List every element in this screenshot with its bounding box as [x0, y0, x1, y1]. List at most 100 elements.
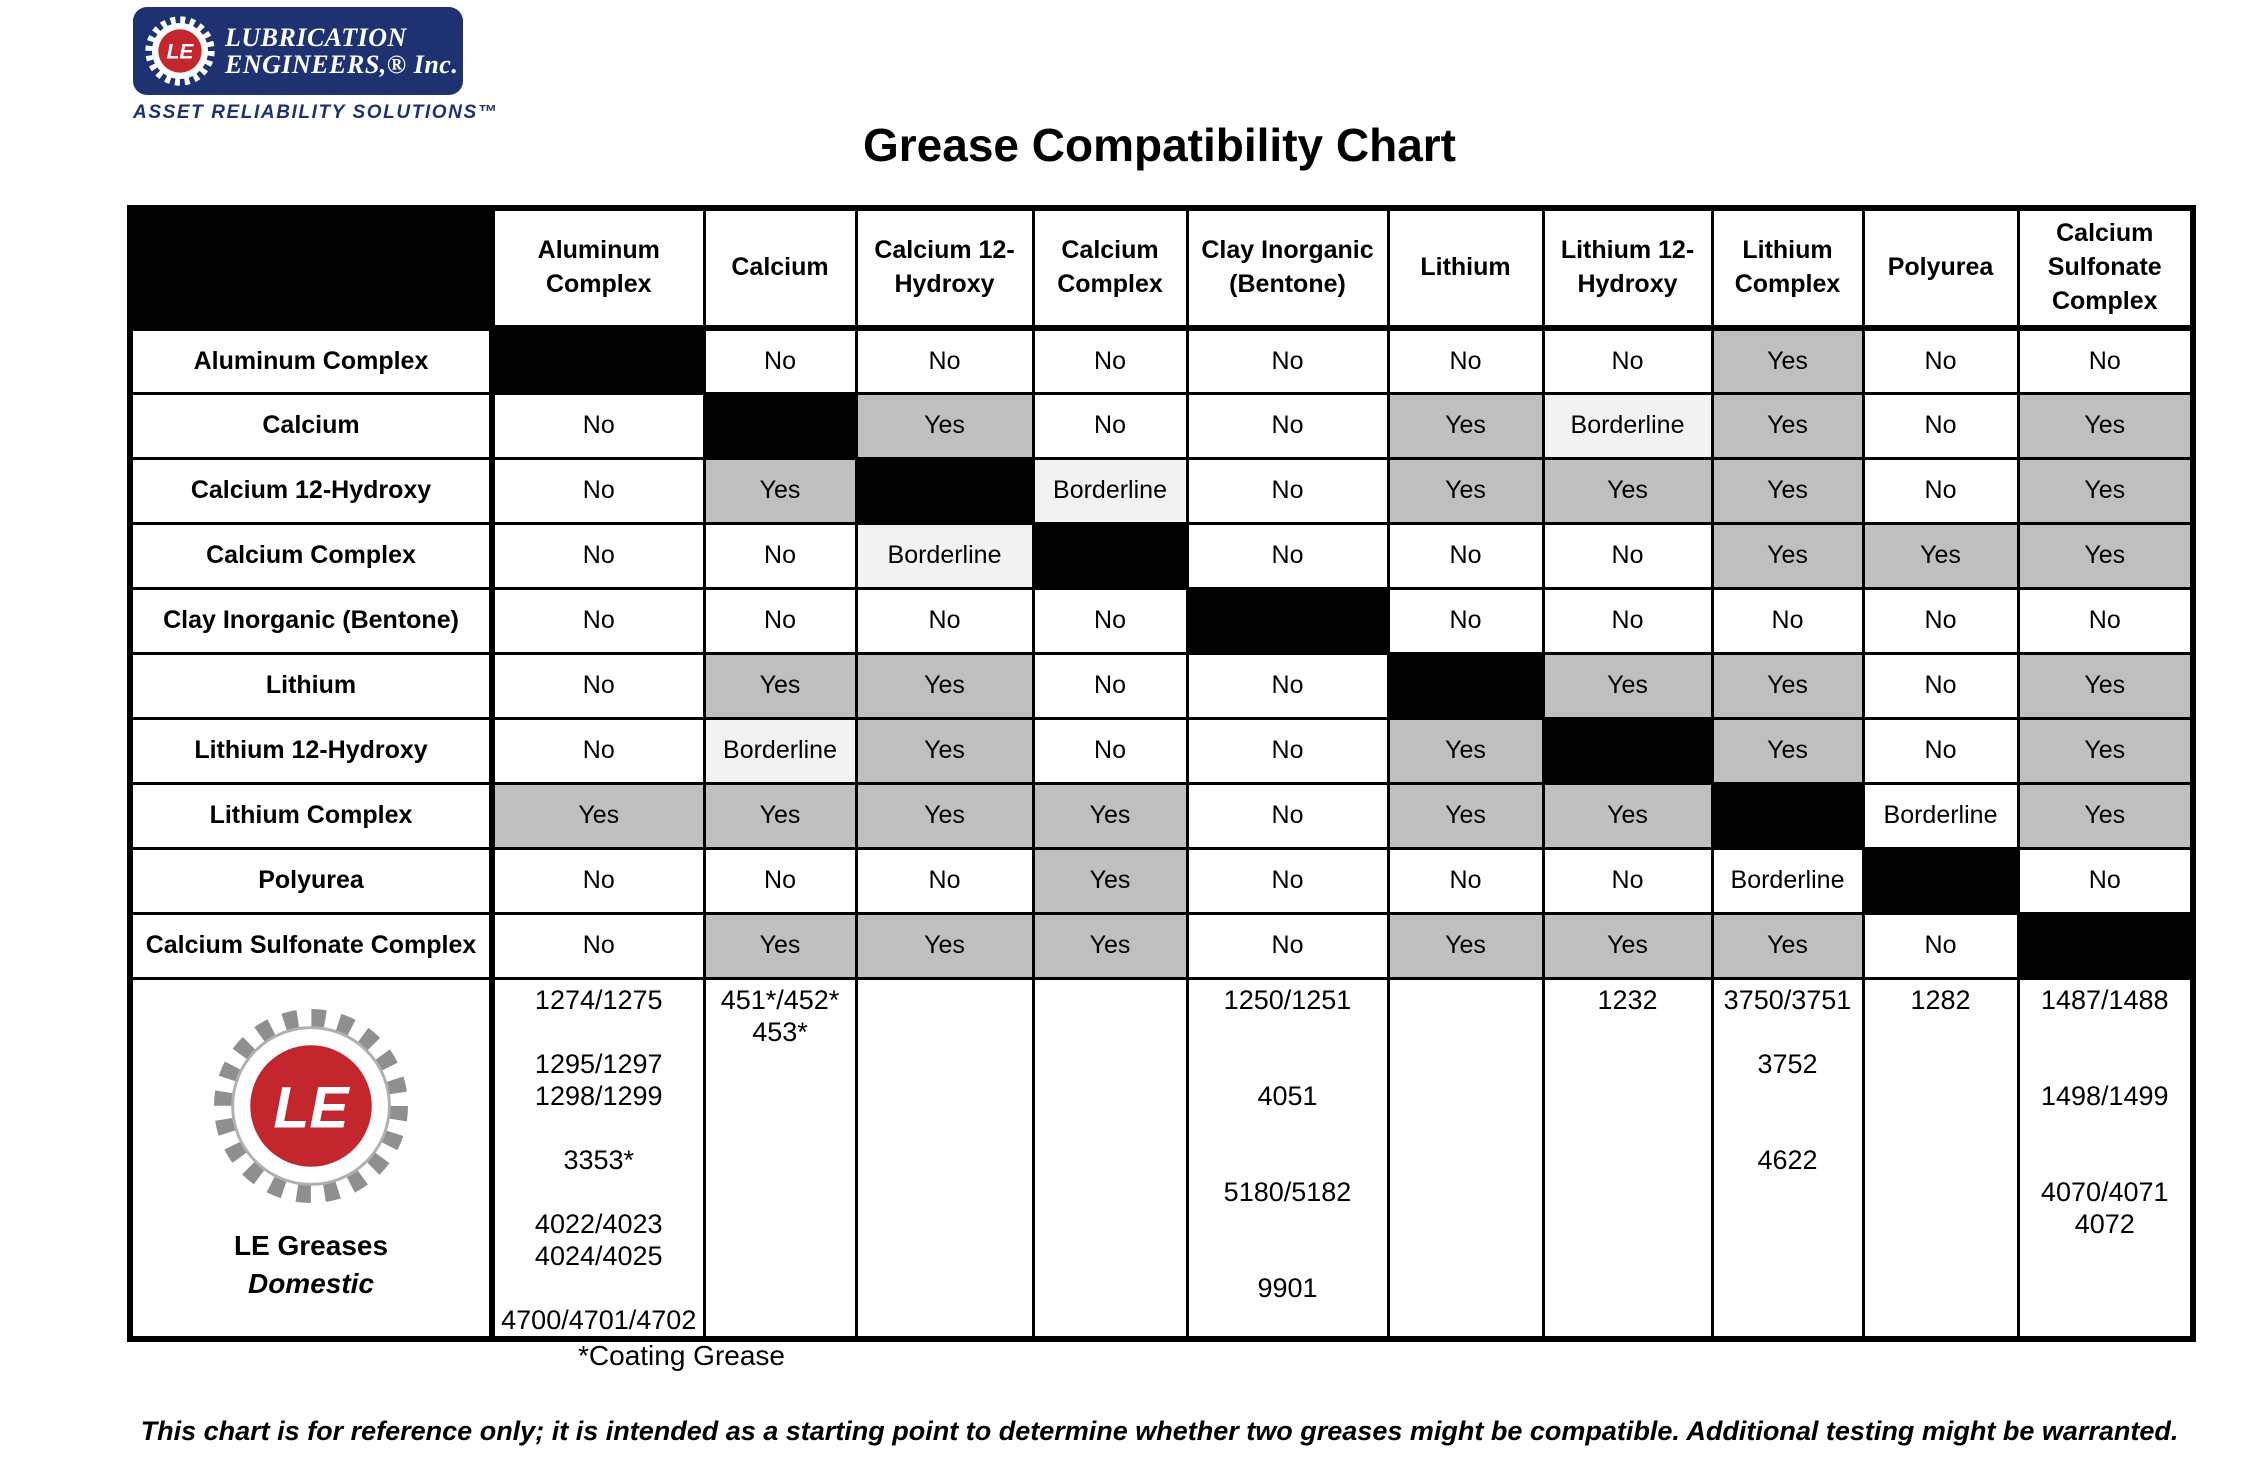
- compat-cell: No: [1541, 521, 1714, 590]
- compat-cell: Borderline: [1541, 391, 1714, 460]
- compat-cell: No: [2016, 326, 2195, 395]
- row-label: Calcium Sulfonate Complex: [128, 911, 495, 980]
- compat-cell: Yes: [702, 911, 858, 980]
- compat-cell: Yes: [1541, 781, 1714, 850]
- compat-cell: Yes: [854, 911, 1035, 980]
- col-header: Calcium Sulfonate Complex: [2016, 206, 2195, 331]
- compat-cell: Yes: [1861, 521, 2020, 590]
- compat-cell: No: [1861, 586, 2020, 655]
- diagonal-cell: [1386, 651, 1545, 720]
- product-line: [495, 1016, 701, 1048]
- compat-cell: No: [1185, 521, 1390, 590]
- compat-cell: Yes: [1710, 521, 1865, 590]
- products-cell: [1031, 976, 1189, 1340]
- compat-cell: Yes: [854, 781, 1035, 850]
- compat-cell: No: [854, 326, 1035, 395]
- col-header: Lithium 12-Hydroxy: [1541, 206, 1714, 331]
- product-line: 3752: [1757, 1048, 1818, 1079]
- compat-cell: No: [1185, 911, 1390, 980]
- coating-grease-footnote: *Coating Grease: [578, 1340, 786, 1371]
- compat-cell: Yes: [1386, 391, 1545, 460]
- product-line: 4022/4023: [534, 1208, 663, 1239]
- compat-cell: No: [1710, 586, 1865, 655]
- row-label: Lithium Complex: [128, 781, 495, 850]
- products-cell: 1250/1251 4051 5180/5182 9901: [1185, 976, 1390, 1340]
- compat-cell: No: [702, 521, 858, 590]
- product-line: 1498/1499: [2040, 1080, 2169, 1111]
- compat-cell: No: [702, 586, 858, 655]
- product-line: [2021, 1144, 2190, 1176]
- compat-cell: Yes: [1541, 911, 1714, 980]
- compat-cell: Yes: [1710, 911, 1865, 980]
- compat-cell: No: [490, 391, 706, 460]
- compat-cell: Yes: [1710, 326, 1865, 395]
- compat-cell: Yes: [1031, 781, 1189, 850]
- compat-cell: Yes: [1031, 846, 1189, 915]
- table-corner-cell: [128, 206, 495, 331]
- products-cell: 1487/1488 1498/1499 4070/4071 4072: [2016, 976, 2195, 1340]
- product-line: 1250/1251: [1223, 984, 1352, 1015]
- compat-cell: Yes: [490, 781, 706, 850]
- row-label: Calcium Complex: [128, 521, 495, 590]
- compat-cell: Yes: [1541, 651, 1714, 720]
- product-line: 9901: [1257, 1272, 1318, 1303]
- product-line: [2021, 1112, 2190, 1144]
- compat-cell: Borderline: [702, 716, 858, 785]
- product-line: [1190, 1240, 1385, 1272]
- products-cell: [1386, 976, 1545, 1340]
- brand-name-line1: LUBRICATION: [225, 22, 407, 52]
- compat-cell: Yes: [702, 456, 858, 525]
- diagonal-cell: [702, 391, 858, 460]
- diagonal-cell: [2016, 911, 2195, 980]
- row-label: Calcium 12-Hydroxy: [128, 456, 495, 525]
- products-cell: 3750/3751 3752 4622: [1710, 976, 1865, 1340]
- product-line: [2021, 1048, 2190, 1080]
- compat-cell: No: [490, 456, 706, 525]
- compat-cell: Yes: [854, 716, 1035, 785]
- compat-cell: Borderline: [1710, 846, 1865, 915]
- compat-cell: Yes: [2016, 716, 2195, 785]
- row-label: Aluminum Complex: [128, 326, 495, 395]
- product-line: [1190, 1112, 1385, 1144]
- compat-cell: Yes: [1386, 456, 1545, 525]
- diagonal-cell: [1861, 846, 2020, 915]
- brand-name-line2: ENGINEERS,® Inc.: [225, 50, 459, 79]
- compat-cell: Yes: [1386, 911, 1545, 980]
- product-line: [1190, 1144, 1385, 1176]
- brand-tagline: ASSET RELIABILITY SOLUTIONS™: [133, 102, 499, 123]
- compat-cell: Yes: [2016, 456, 2195, 525]
- col-header: Aluminum Complex: [490, 206, 706, 331]
- product-line: 1298/1299: [534, 1080, 663, 1111]
- products-cell: 451*/452* 453*: [702, 976, 858, 1340]
- product-line: 4700/4701/4702: [501, 1304, 697, 1335]
- compat-cell: No: [1386, 586, 1545, 655]
- product-line: 453*: [752, 1016, 808, 1047]
- brand-logo: LE LUBRICATION ENGINEERS,® Inc. ASSET RE…: [133, 7, 498, 124]
- compat-cell: No: [1541, 586, 1714, 655]
- compat-cell: No: [1031, 326, 1189, 395]
- compat-cell: Yes: [1710, 456, 1865, 525]
- compat-cell: Yes: [2016, 391, 2195, 460]
- compat-cell: No: [490, 846, 706, 915]
- col-header: Calcium: [702, 206, 858, 331]
- disclaimer-text: This chart is for reference only; it is …: [140, 1416, 2179, 1446]
- compat-cell: No: [490, 911, 706, 980]
- products-cell: [854, 976, 1035, 1340]
- compat-cell: Yes: [2016, 651, 2195, 720]
- product-line: [495, 1272, 701, 1304]
- compat-cell: No: [2016, 586, 2195, 655]
- compat-cell: No: [1541, 846, 1714, 915]
- compat-cell: No: [1861, 326, 2020, 395]
- product-line: 4024/4025: [534, 1240, 663, 1271]
- col-header: Calcium Complex: [1031, 206, 1189, 331]
- compat-cell: Yes: [854, 391, 1035, 460]
- product-line: [1190, 1048, 1385, 1080]
- compat-cell: Yes: [1710, 391, 1865, 460]
- product-line: [495, 1176, 701, 1208]
- row-label: Polyurea: [128, 846, 495, 915]
- diagonal-cell: [1031, 521, 1189, 590]
- compat-cell: Yes: [1386, 781, 1545, 850]
- compat-cell: No: [702, 326, 858, 395]
- product-line: [495, 1112, 701, 1144]
